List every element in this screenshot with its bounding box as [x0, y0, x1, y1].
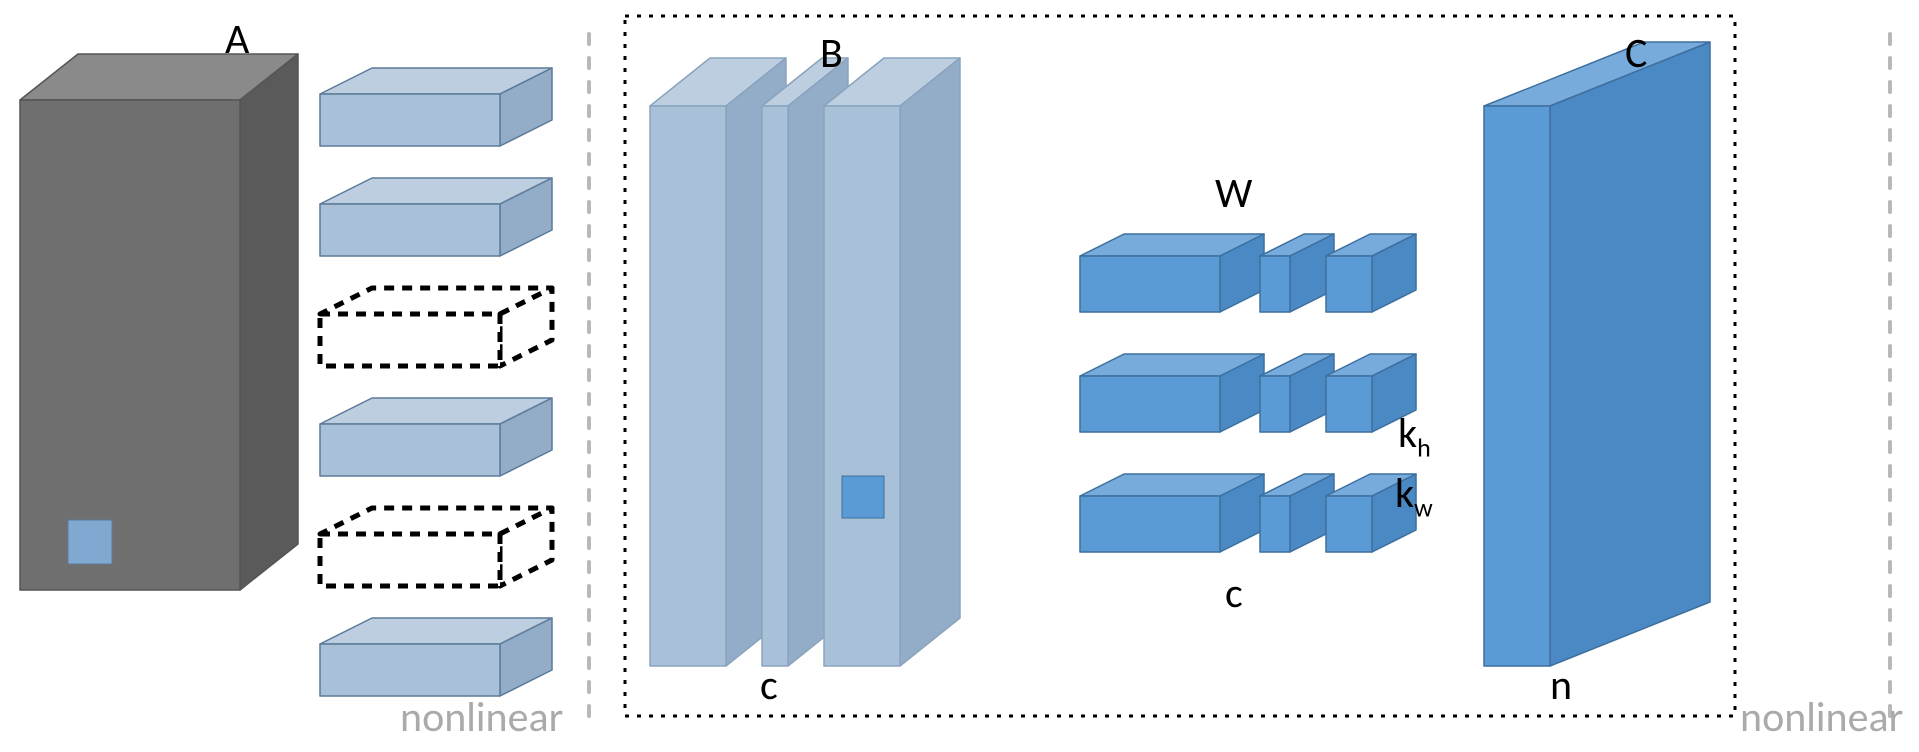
label-W: W	[1215, 168, 1252, 219]
label-kw-k: k	[1395, 468, 1414, 519]
label-B: B	[820, 28, 843, 79]
label-nonlinear-1: nonlinear	[400, 692, 563, 743]
label-nonlinear-2: nonlinear	[1740, 692, 1903, 743]
label-kh-k: k	[1398, 408, 1417, 459]
label-c1: c	[760, 660, 778, 711]
label-c2: c	[1225, 568, 1243, 619]
label-kh: kh	[1398, 408, 1431, 463]
label-C: C	[1625, 28, 1647, 79]
diagram-canvas	[0, 0, 1919, 752]
label-A: A	[225, 14, 249, 65]
label-kw-sub: w	[1414, 491, 1433, 523]
label-n: n	[1550, 660, 1572, 711]
label-kh-sub: h	[1417, 431, 1431, 463]
label-kw: kw	[1395, 468, 1433, 523]
